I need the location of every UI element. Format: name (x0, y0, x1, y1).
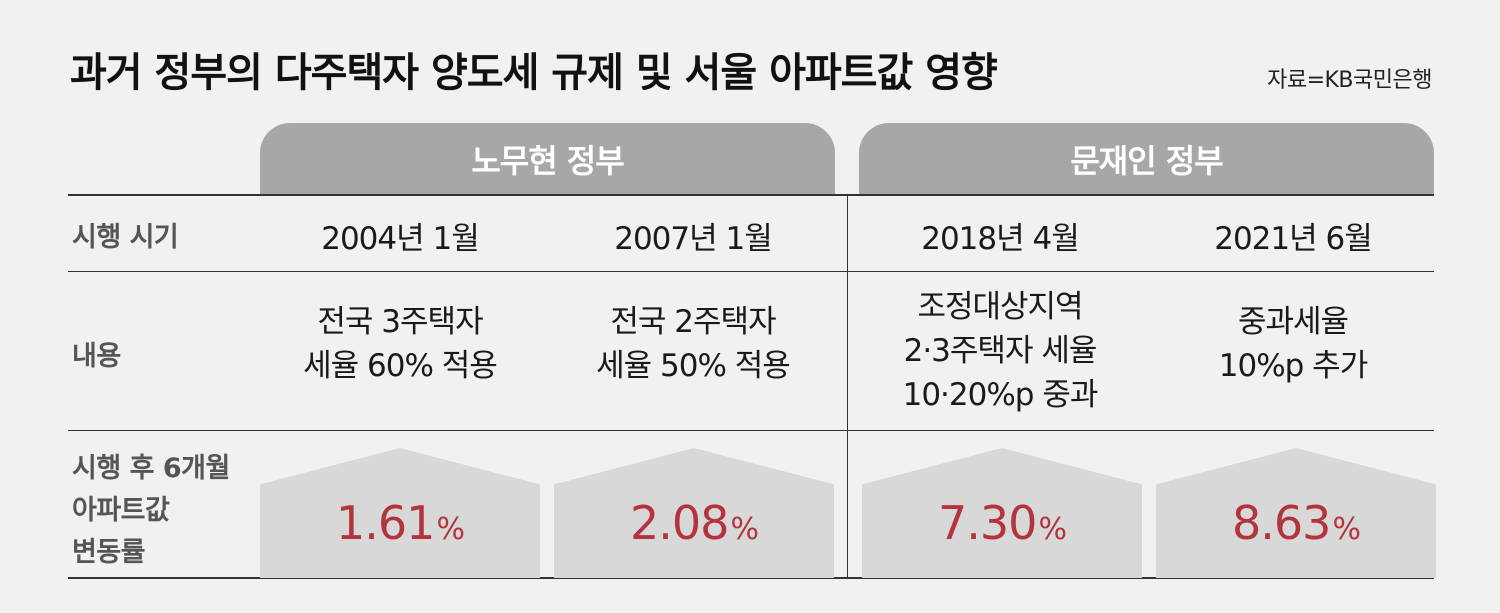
date-cell: 2021년 6월 (1214, 221, 1373, 257)
header-moon-government: 문재인 정부 (859, 123, 1434, 195)
content-cell: 전국 2주택자 세율 50% 적용 (548, 300, 838, 388)
divider-government (847, 195, 848, 578)
rate-unit: % (1038, 512, 1066, 547)
content-line: 전국 2주택자 (610, 304, 776, 340)
rate-value: 2.08% (554, 496, 834, 550)
content-cell: 조정대상지역 2·3주택자 세율 10·20%p 중과 (855, 285, 1145, 417)
content-cell: 중과세율 10%p 추가 (1148, 300, 1438, 388)
row-label-change-line1: 시행 후 6개월 (72, 453, 230, 484)
page-title: 과거 정부의 다주택자 양도세 규제 및 서울 아파트값 영향 (70, 50, 998, 96)
rate-unit: % (436, 512, 464, 547)
row-label-change-line2: 아파트값 (72, 495, 170, 526)
row-label-change-line3: 변동률 (72, 537, 146, 568)
content-line: 전국 3주택자 (317, 304, 483, 340)
content-line: 세율 50% 적용 (596, 348, 791, 384)
divider-top (68, 194, 1434, 196)
divider-after-content (68, 430, 1434, 431)
content-line: 10·20%p 중과 (902, 377, 1099, 413)
content-line: 조정대상지역 (917, 289, 1083, 325)
divider-bottom (68, 577, 1434, 579)
date-cell: 2007년 1월 (614, 221, 773, 257)
content-line: 세율 60% 적용 (303, 348, 498, 384)
row-label-date: 시행 시기 (72, 222, 179, 253)
row-label-content: 내용 (72, 341, 121, 372)
date-cell: 2018년 4월 (921, 221, 1080, 257)
rate-unit: % (1332, 512, 1360, 547)
content-line: 중과세율 (1237, 304, 1349, 340)
content-cell: 전국 3주택자 세율 60% 적용 (255, 300, 545, 388)
rate-number: 7.30 (938, 496, 1037, 550)
rate-number: 1.61 (336, 496, 435, 550)
date-cell: 2004년 1월 (321, 221, 480, 257)
row-label-change: 시행 후 6개월 아파트값 변동률 (72, 448, 262, 574)
rate-value: 7.30% (862, 496, 1142, 550)
rate-number: 8.63 (1232, 496, 1331, 550)
source-note: 자료=KB국민은행 (1267, 68, 1432, 93)
header-roh-government: 노무현 정부 (260, 123, 835, 195)
rate-value: 8.63% (1156, 496, 1436, 550)
content-line: 2·3주택자 세율 (903, 333, 1098, 369)
content-line: 10%p 추가 (1218, 348, 1368, 384)
rate-number: 2.08 (630, 496, 729, 550)
rate-unit: % (730, 512, 758, 547)
rate-value: 1.61% (260, 496, 540, 550)
divider-after-date (68, 271, 1434, 272)
